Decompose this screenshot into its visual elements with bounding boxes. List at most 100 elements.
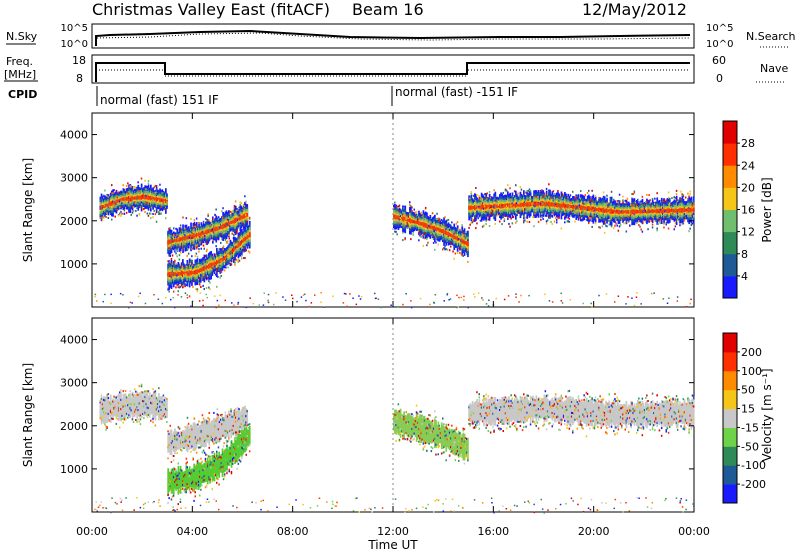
echo-speckle xyxy=(209,282,211,284)
echo-speckle xyxy=(139,385,141,387)
near-range-speckle xyxy=(411,307,413,309)
echo-speckle xyxy=(404,238,406,240)
echo-speckle xyxy=(244,195,246,197)
near-range-speckle xyxy=(311,302,313,304)
echo-speckle xyxy=(163,395,165,397)
near-range-speckle xyxy=(591,306,593,308)
echo-speckle xyxy=(561,228,563,230)
echo-speckle xyxy=(452,251,454,253)
echo-speckle xyxy=(688,230,690,232)
echo-speckle xyxy=(244,424,246,426)
echo-speckle xyxy=(143,417,145,419)
near-range-speckle xyxy=(218,305,220,307)
near-range-speckle xyxy=(343,302,345,304)
echo-speckle xyxy=(127,182,129,184)
echo-speckle xyxy=(221,415,223,417)
echo-speckle xyxy=(395,440,397,442)
near-range-speckle xyxy=(291,295,293,297)
echo-speckle xyxy=(221,210,223,212)
plot-title: Christmas Valley East (fitACF) xyxy=(92,0,330,19)
echo-speckle xyxy=(133,421,135,423)
echo-speckle xyxy=(182,217,184,219)
echo-speckle xyxy=(201,461,203,463)
echo-speckle xyxy=(507,184,509,186)
echo-speckle xyxy=(112,418,114,420)
echo-speckle xyxy=(230,408,232,410)
near-range-speckle xyxy=(434,302,436,304)
echo-speckle xyxy=(432,420,434,422)
echo-speckle xyxy=(204,248,206,250)
near-range-speckle xyxy=(429,304,431,306)
echo-speckle xyxy=(506,190,508,192)
echo-speckle xyxy=(246,454,248,456)
echo-speckle xyxy=(204,452,206,454)
echo-speckle xyxy=(123,184,125,186)
echo-speckle xyxy=(453,258,455,260)
echo-speckle xyxy=(178,463,180,465)
near-range-speckle xyxy=(515,293,517,295)
echo-speckle xyxy=(650,199,652,201)
near-range-speckle xyxy=(220,295,222,297)
near-range-speckle xyxy=(625,303,627,305)
near-range-speckle xyxy=(207,297,209,299)
echo-speckle xyxy=(195,491,197,493)
echo-speckle xyxy=(688,196,690,198)
echo-speckle xyxy=(200,286,202,288)
near-range-speckle xyxy=(636,292,638,294)
echo-speckle xyxy=(195,448,197,450)
echo-speckle xyxy=(423,449,425,451)
nave-label: Nave xyxy=(760,62,788,75)
echo-speckle xyxy=(693,213,695,215)
echo-speckle xyxy=(173,227,175,229)
echo-speckle xyxy=(249,444,251,446)
echo-speckle xyxy=(426,450,428,452)
near-range-speckle xyxy=(217,300,219,302)
echo-speckle xyxy=(129,390,131,392)
echo-speckle xyxy=(451,425,453,427)
echo-speckle xyxy=(170,425,172,427)
echo-speckle xyxy=(439,445,441,447)
echo-speckle xyxy=(102,219,104,221)
echo-speckle xyxy=(239,260,241,262)
echo-speckle xyxy=(194,417,196,419)
echo-speckle xyxy=(196,218,198,220)
echo-speckle xyxy=(198,459,200,461)
echo-speckle xyxy=(487,192,489,194)
echo-speckle xyxy=(412,415,414,417)
echo-speckle xyxy=(684,219,686,221)
near-range-speckle xyxy=(561,300,563,302)
echo-speckle xyxy=(449,454,451,456)
echo-speckle xyxy=(212,272,214,274)
echo-speckle xyxy=(141,178,143,180)
echo-speckle xyxy=(104,190,106,192)
near-range-speckle xyxy=(560,293,562,295)
echo-speckle xyxy=(424,446,426,448)
echo-speckle xyxy=(172,255,174,257)
echo-speckle xyxy=(171,258,173,260)
near-range-speckle xyxy=(360,298,362,300)
echo-speckle xyxy=(475,227,477,229)
echo-speckle xyxy=(411,436,413,438)
echo-speckle xyxy=(652,226,654,228)
echo-speckle xyxy=(639,226,641,228)
near-range-speckle xyxy=(158,299,160,301)
echo-speckle xyxy=(187,249,189,251)
echo-speckle xyxy=(224,473,226,475)
echo-speckle xyxy=(504,220,506,222)
echo-speckle xyxy=(451,221,453,223)
near-range-speckle xyxy=(177,294,179,296)
echo-speckle xyxy=(171,499,173,501)
echo-speckle xyxy=(238,463,240,465)
echo-speckle xyxy=(209,288,211,290)
echo-speckle xyxy=(218,446,220,448)
freq-label-line1: Freq. xyxy=(6,55,33,68)
echo-speckle xyxy=(173,459,175,461)
echo-speckle xyxy=(186,217,188,219)
near-range-speckle xyxy=(246,307,248,309)
near-range-speckle xyxy=(122,294,124,296)
echo-speckle xyxy=(438,244,440,246)
echo-speckle xyxy=(544,194,546,196)
echo-speckle xyxy=(420,411,422,413)
echo-speckle xyxy=(509,226,511,228)
